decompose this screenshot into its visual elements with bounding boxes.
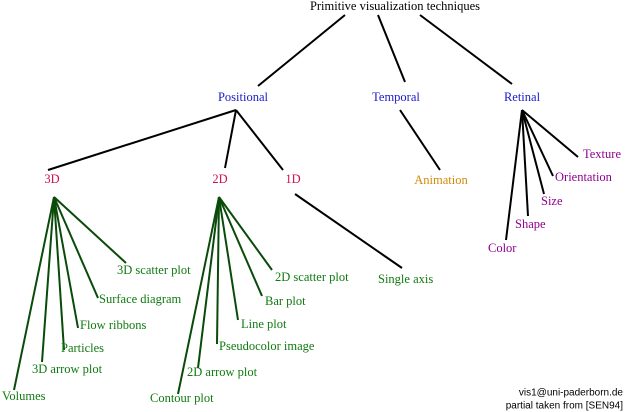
footer-source: partial taken from [SEN94] <box>506 401 623 412</box>
node-label: Size <box>541 194 563 208</box>
node-label: Color <box>488 241 517 255</box>
node-label: Shape <box>515 217 546 231</box>
node-label: 1D <box>285 172 300 186</box>
leaf-edges <box>13 196 273 395</box>
node-label: 2D <box>212 172 227 186</box>
node-label: Particles <box>61 341 104 355</box>
node-label: Contour plot <box>150 391 214 405</box>
node-label: 3D <box>44 172 59 186</box>
node-label: Texture <box>583 147 621 161</box>
node-label: Temporal <box>372 90 420 104</box>
node-label: Single axis <box>378 272 433 286</box>
node-label: Line plot <box>241 317 287 331</box>
footer-email: vis1@uni-paderborn.de <box>519 388 624 399</box>
node-label: Orientation <box>555 170 613 184</box>
edges <box>47 14 579 269</box>
node-label: 2D scatter plot <box>275 270 349 284</box>
node-label: Animation <box>414 173 468 187</box>
root-label: Primitive visualization techniques <box>310 0 480 13</box>
node-label: 3D arrow plot <box>32 362 103 376</box>
node-label: Volumes <box>2 389 46 403</box>
node-label: 3D scatter plot <box>117 263 191 277</box>
node-label: 2D arrow plot <box>187 365 258 379</box>
node-label: Pseudocolor image <box>219 339 315 353</box>
node-label: Flow ribbons <box>80 318 146 332</box>
node-label: Retinal <box>504 90 541 104</box>
node-label: Surface diagram <box>99 292 182 306</box>
node-label: Positional <box>218 90 269 104</box>
node-label: Bar plot <box>265 294 306 308</box>
